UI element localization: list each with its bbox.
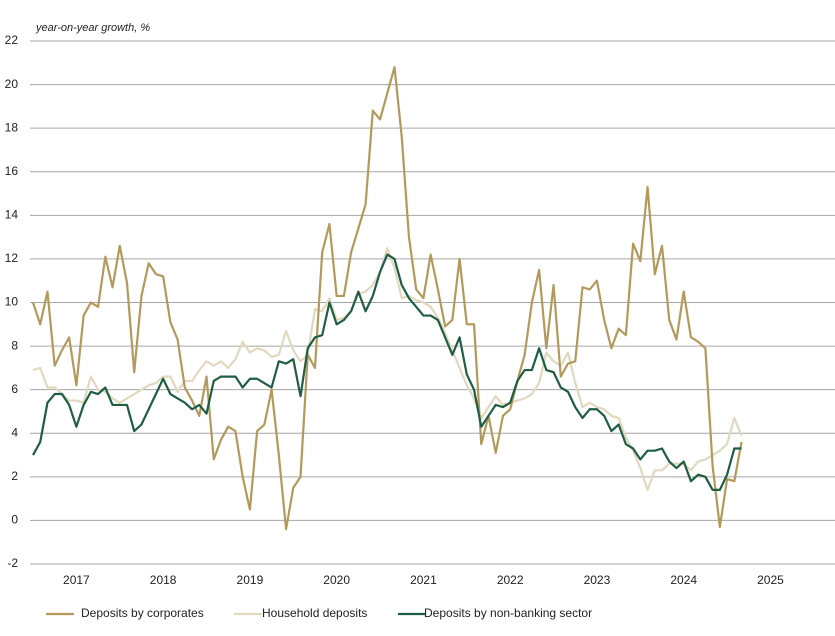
y-tick-label: 4 [11, 425, 18, 439]
y-tick-label: 20 [5, 77, 19, 91]
x-tick-label: 2019 [237, 573, 264, 587]
legend-label: Deposits by non-banking sector [424, 606, 592, 620]
y-tick-label: 0 [11, 513, 18, 527]
x-tick-label: 2024 [670, 573, 697, 587]
y-tick-label: -2 [7, 556, 18, 570]
y-tick-label: 8 [11, 338, 18, 352]
x-tick-label: 2021 [410, 573, 437, 587]
series-line [32, 246, 743, 492]
y-tick-label: 6 [11, 382, 18, 396]
series-line [31, 66, 743, 531]
y-axis-label: year-on-year growth, % [35, 22, 150, 34]
x-tick-label: 2022 [497, 573, 524, 587]
x-tick-label: 2025 [757, 573, 784, 587]
y-tick-label: 2 [11, 469, 18, 483]
y-tick-label: 12 [5, 251, 19, 265]
legend-label: Deposits by corporates [81, 606, 204, 620]
y-tick-label: 14 [5, 208, 19, 222]
y-tick-label: 18 [5, 120, 19, 134]
x-tick-label: 2023 [584, 573, 611, 587]
x-tick-label: 2017 [63, 573, 90, 587]
y-tick-label: 16 [5, 164, 19, 178]
x-tick-label: 2020 [323, 573, 350, 587]
y-tick-label: 10 [5, 295, 19, 309]
series-line [32, 253, 742, 492]
y-tick-label: 22 [5, 33, 19, 47]
legend-label: Household deposits [262, 606, 367, 620]
x-tick-label: 2018 [150, 573, 177, 587]
